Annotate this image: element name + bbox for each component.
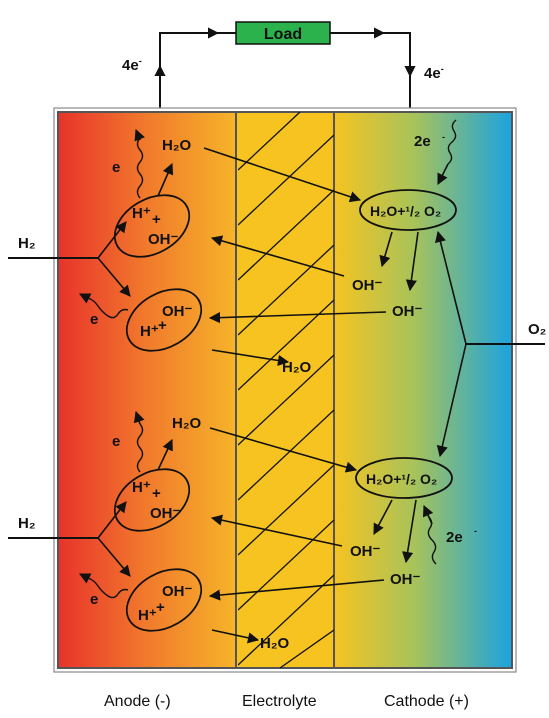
svg-text:H₂O+¹/₂ O₂: H₂O+¹/₂ O₂: [366, 471, 437, 487]
hydrogen-input-top: H₂: [8, 221, 131, 297]
svg-text:OH⁻: OH⁻: [390, 571, 421, 588]
svg-text:+: +: [152, 211, 161, 228]
svg-text:H₂: H₂: [18, 515, 36, 532]
svg-text:2e: 2e: [446, 529, 463, 546]
svg-text:+: +: [156, 599, 165, 616]
oxygen-input: O₂: [435, 230, 546, 458]
svg-text:OH⁻: OH⁻: [352, 277, 383, 294]
svg-text:H₂O: H₂O: [260, 635, 289, 652]
svg-text:H₂O: H₂O: [172, 415, 201, 432]
cathode-caption: Cathode (+): [384, 693, 469, 710]
svg-text:OH⁻: OH⁻: [162, 303, 193, 320]
anode-site-4: H⁺ + OH⁻ e: [78, 568, 203, 632]
anode-site-3: H⁺ + OH⁻ e H₂O: [112, 410, 201, 532]
cathode-site-bottom: H₂O+¹/₂ O₂ 2e - OH⁻ OH⁻: [350, 457, 477, 588]
load-resistor: Load: [235, 21, 331, 45]
svg-text:2e: 2e: [414, 133, 431, 150]
svg-text:H⁺: H⁺: [138, 607, 157, 624]
svg-text:e: e: [90, 311, 98, 328]
svg-text:OH⁻: OH⁻: [162, 583, 193, 600]
svg-text:H₂O+¹/₂ O₂: H₂O+¹/₂ O₂: [370, 203, 441, 219]
svg-text:+: +: [152, 485, 161, 502]
svg-text:e: e: [90, 591, 98, 608]
svg-text:-: -: [442, 132, 445, 142]
svg-text:O₂: O₂: [528, 321, 546, 338]
svg-text:OH⁻: OH⁻: [392, 303, 423, 320]
electrolyte-caption: Electrolyte: [242, 693, 317, 710]
svg-text:H₂O: H₂O: [162, 137, 191, 154]
svg-text:H⁺: H⁺: [140, 323, 159, 340]
svg-text:OH⁻: OH⁻: [150, 505, 181, 522]
svg-text:H₂O: H₂O: [282, 359, 311, 376]
anode-caption: Anode (-): [104, 693, 171, 710]
svg-text:OH⁻: OH⁻: [350, 543, 381, 560]
electrolyte-hatching: [238, 112, 334, 668]
hydrogen-input-bottom: H₂: [8, 501, 131, 577]
svg-text:H⁺: H⁺: [132, 205, 151, 222]
cathode-region: [333, 111, 513, 669]
svg-text:H⁺: H⁺: [132, 479, 151, 496]
cathode-site-top: H₂O+¹/₂ O₂ 2e - OH⁻ OH⁻: [352, 119, 457, 320]
svg-text:+: +: [158, 317, 167, 334]
svg-text:e: e: [112, 433, 120, 450]
anode-site-2: H⁺ + OH⁻ e: [78, 288, 203, 352]
svg-text:-: -: [474, 526, 477, 536]
anode-region: [57, 111, 237, 669]
anode-site-top: H⁺ + OH⁻ e H₂O: [112, 128, 191, 258]
electron-label-right: 4e-: [424, 64, 444, 82]
svg-text:e: e: [112, 159, 120, 176]
svg-text:OH⁻: OH⁻: [148, 231, 179, 248]
electrolyte-region: [235, 111, 335, 669]
electron-label-left: 4e-: [122, 56, 142, 74]
transport-arrows: H₂O H₂O: [203, 147, 387, 652]
load-label: Load: [264, 26, 302, 43]
external-circuit: [154, 27, 416, 108]
svg-text:H₂: H₂: [18, 235, 36, 252]
